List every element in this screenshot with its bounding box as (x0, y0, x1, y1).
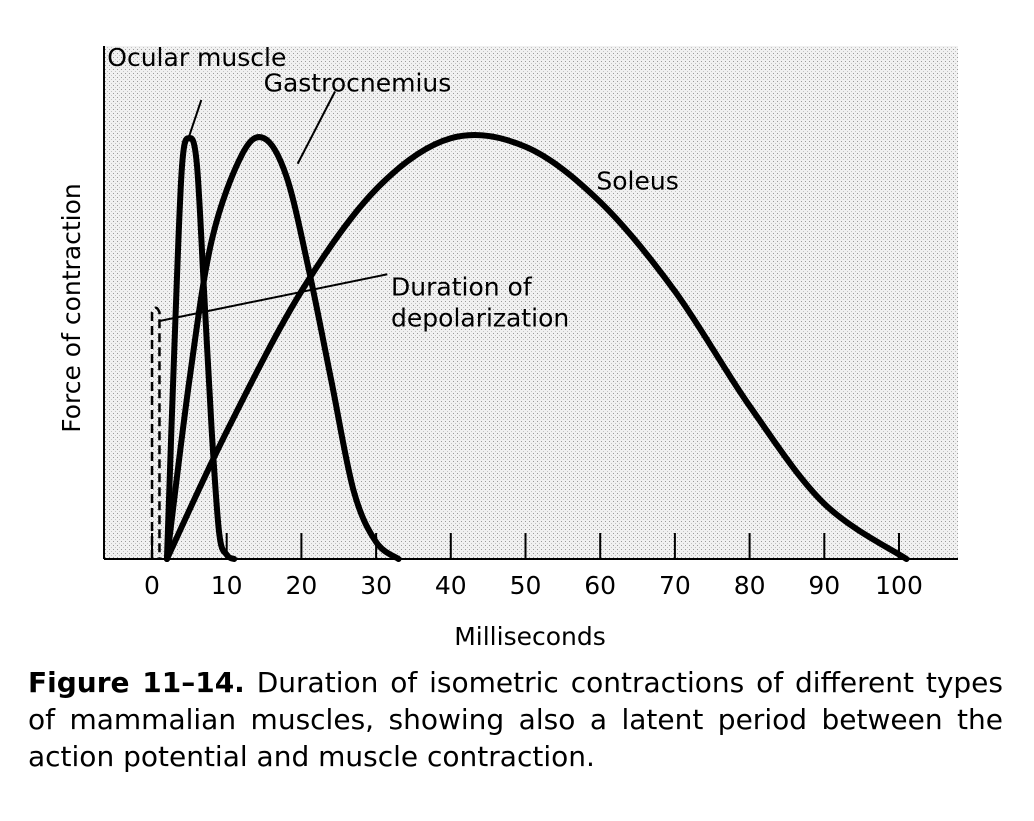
curve-label: Gastrocnemius (264, 69, 452, 98)
x-tick-label: 0 (144, 571, 160, 600)
x-tick-label: 100 (875, 571, 923, 600)
x-tick-label: 60 (584, 571, 616, 600)
series-group (150, 131, 910, 562)
x-axis-label: Milliseconds (454, 622, 606, 651)
x-tick-label: 90 (808, 571, 840, 600)
curve-label: Ocular muscle (107, 43, 286, 72)
ocular-muscle-curve (163, 135, 238, 562)
figure-label: Figure 11–14. (28, 666, 245, 699)
x-tick-label: 50 (510, 571, 542, 600)
curve-label: Duration of depolarization (391, 273, 569, 333)
duration-of-depolarization-curve (150, 306, 161, 559)
leader-line (296, 91, 336, 165)
curve-label: Soleus (596, 166, 678, 195)
x-ticks: 0 10 20 30 40 50 60 70 80 90 100 (144, 533, 923, 600)
axes (103, 46, 958, 560)
x-tick-label: 80 (734, 571, 766, 600)
x-tick-label: 70 (659, 571, 691, 600)
gastrocnemius-curve (163, 134, 402, 562)
x-tick-label: 10 (211, 571, 243, 600)
x-tick-label: 20 (285, 571, 317, 600)
plot-area (104, 46, 958, 559)
x-tick-label: 30 (360, 571, 392, 600)
figure-caption: Figure 11–14. Duration of isometric cont… (28, 664, 1003, 775)
soleus-curve (163, 131, 910, 562)
y-axis-label: Force of contraction (57, 183, 86, 433)
caption-text: Duration of isometric contractions of di… (28, 666, 1003, 773)
muscle-contraction-chart: 0 10 20 30 40 50 60 70 80 90 100 Ocular muscleGast… (57, 43, 958, 651)
x-tick-label: 40 (435, 571, 467, 600)
